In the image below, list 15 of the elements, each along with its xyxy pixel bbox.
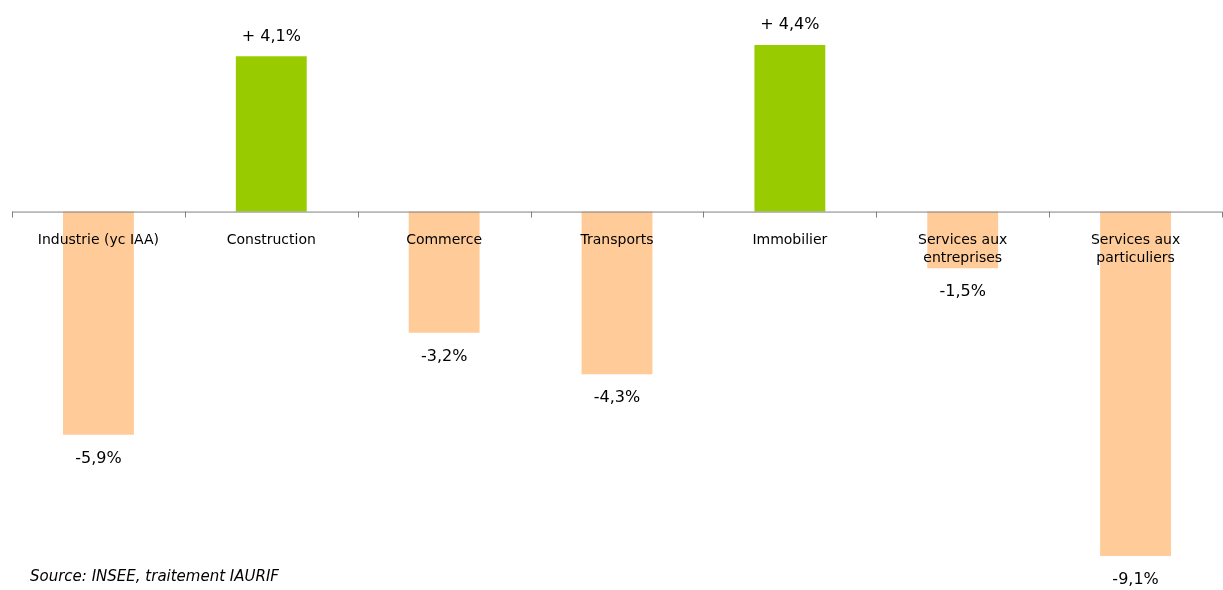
- data-label: -4,3%: [593, 387, 641, 407]
- data-label: + 4,4%: [760, 14, 820, 34]
- x-tick-label: Commerce: [406, 231, 483, 248]
- x-tick-label: Industrie (yc IAA): [37, 231, 160, 248]
- x-tick-label: Transports: [579, 231, 654, 248]
- x-tick-label: Services aux particuliers: [1090, 231, 1181, 266]
- x-tick-label: Construction: [226, 231, 316, 248]
- data-label: + 4,1%: [241, 25, 301, 45]
- source-note: Source: INSEE, traitement IAURIF: [30, 566, 280, 585]
- data-label: -3,2%: [420, 345, 468, 365]
- x-tick-label: Immobilier: [752, 231, 828, 248]
- x-tick-label: Services aux entreprises: [918, 231, 1008, 266]
- data-label: -1,5%: [939, 281, 986, 301]
- data-label: -5,9%: [75, 448, 122, 468]
- data-label: -9,1%: [1112, 569, 1159, 589]
